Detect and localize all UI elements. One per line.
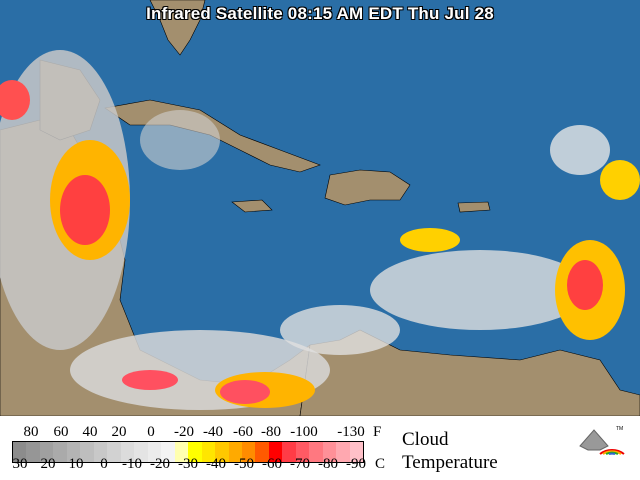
- fahrenheit-tick: 40: [82, 424, 98, 440]
- scale-swatch: [255, 442, 269, 462]
- fahrenheit-tick: 0: [147, 424, 155, 440]
- puerto-rico: [457, 201, 491, 213]
- celsius-tick: -40: [206, 456, 226, 472]
- scale-swatch: [174, 442, 189, 462]
- scale-swatch: [161, 442, 175, 462]
- celsius-tick: -10: [122, 456, 142, 472]
- fahrenheit-tick: -20: [174, 424, 194, 440]
- scale-swatch: [215, 442, 229, 462]
- celsius-tick: 0: [100, 456, 108, 472]
- scale-swatch: [228, 442, 242, 462]
- scale-swatch: [201, 442, 216, 462]
- celsius-tick: -50: [234, 456, 254, 472]
- scale-swatch: [93, 442, 108, 462]
- scale-swatch: [13, 442, 27, 462]
- celsius-tick: -20: [150, 456, 170, 472]
- florida: [149, 0, 206, 56]
- celsius-tick: 20: [40, 456, 56, 472]
- fahrenheit-tick: -130: [337, 424, 365, 440]
- weather-underground-logo: TM: [579, 426, 625, 455]
- celsius-tick: -80: [318, 456, 338, 472]
- legend-label-cloud: Cloud: [402, 429, 449, 450]
- scale-swatch: [188, 442, 202, 462]
- map-title: Infrared Satellite 08:15 AM EDT Thu Jul …: [146, 4, 494, 23]
- celsius-tick: 30: [12, 456, 28, 472]
- scale-swatch: [336, 442, 350, 462]
- fahrenheit-tick: 60: [53, 424, 69, 440]
- scale-swatch: [53, 442, 67, 462]
- scale-swatch: [66, 442, 81, 462]
- scale-swatch: [80, 442, 94, 462]
- fahrenheit-tick: -60: [233, 424, 253, 440]
- celsius-tick: -30: [178, 456, 198, 472]
- jamaica: [231, 199, 273, 213]
- celsius-unit: C: [375, 456, 386, 472]
- cloud-temperature-legend: 80 60 40 20 0 -20 -40 -60 -80 -100 -130 F 30 20 10 0-…: [0, 416, 640, 480]
- scale-swatch: [309, 442, 323, 462]
- svg-text:TM: TM: [616, 426, 623, 432]
- fahrenheit-tick: 20: [111, 424, 127, 440]
- fahrenheit-tick: -80: [261, 424, 281, 440]
- legend-label-temperature: Temperature: [402, 452, 498, 473]
- color-scale-bar: [12, 441, 364, 463]
- celsius-tick: -60: [262, 456, 282, 472]
- scale-swatch: [120, 442, 135, 462]
- hispaniola: [324, 169, 411, 206]
- scale-swatch: [241, 442, 256, 462]
- scale-swatch: [107, 442, 121, 462]
- fahrenheit-tick: -40: [203, 424, 223, 440]
- fahrenheit-unit: F: [373, 424, 382, 440]
- scale-swatch: [26, 442, 40, 462]
- scale-swatch: [39, 442, 54, 462]
- celsius-tick: -90: [346, 456, 366, 472]
- cloud-cover: [0, 50, 640, 410]
- scale-swatch: [282, 442, 296, 462]
- fahrenheit-tick: 80: [23, 424, 39, 440]
- scale-swatch: [322, 442, 337, 462]
- scale-swatch: [147, 442, 162, 462]
- satellite-map[interactable]: [0, 0, 640, 416]
- scale-swatch: [349, 442, 364, 462]
- scale-swatch: [134, 442, 148, 462]
- celsius-tick: -70: [290, 456, 310, 472]
- celsius-tick: 10: [68, 456, 84, 472]
- scale-swatch: [268, 442, 283, 462]
- fahrenheit-tick: -100: [290, 424, 318, 440]
- scale-swatch: [295, 442, 310, 462]
